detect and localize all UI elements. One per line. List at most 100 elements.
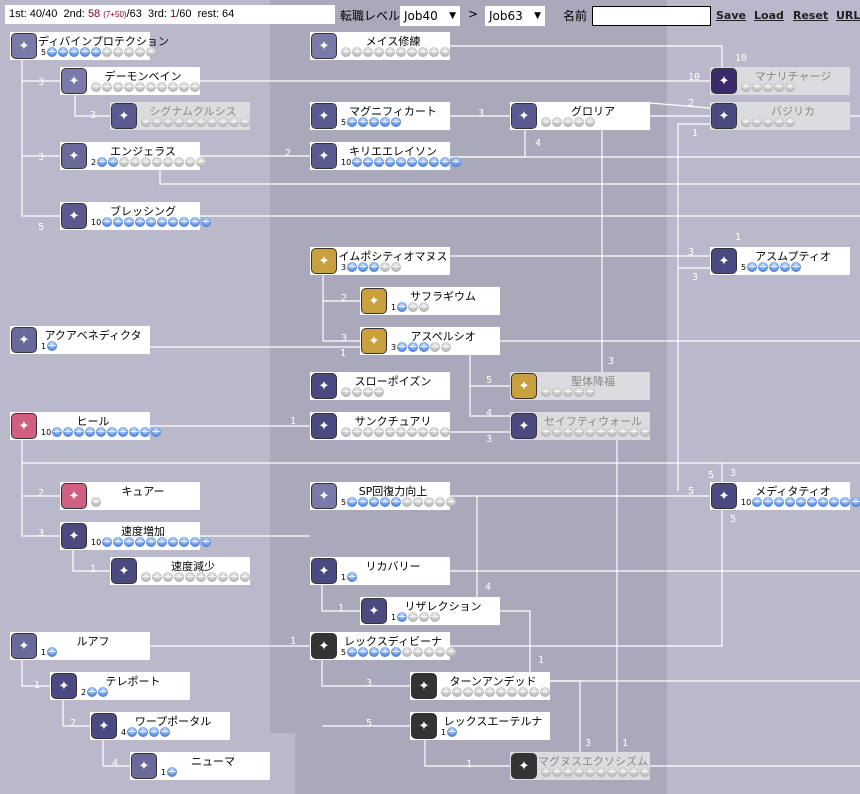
level-orb[interactable]	[363, 387, 373, 397]
level-orb[interactable]	[149, 727, 160, 737]
level-orb[interactable]	[124, 217, 135, 227]
level-orb[interactable]	[135, 217, 146, 227]
level-orb[interactable]	[380, 497, 391, 507]
level-orb[interactable]	[347, 262, 358, 272]
level-orb[interactable]	[374, 47, 384, 57]
level-orb[interactable]	[141, 117, 151, 127]
level-orb[interactable]	[141, 572, 151, 582]
level-orb[interactable]	[341, 427, 351, 437]
level-orb[interactable]	[174, 157, 185, 167]
level-orb[interactable]	[157, 217, 168, 227]
level-orb[interactable]	[430, 612, 441, 622]
level-orb[interactable]	[358, 262, 369, 272]
level-orb[interactable]	[52, 427, 63, 437]
skill-impositio-manus[interactable]: ✦ イムポシティオマヌス 3	[310, 247, 450, 275]
load-link[interactable]: Load	[754, 9, 784, 22]
level-orb[interactable]	[396, 157, 407, 167]
level-orb[interactable]	[207, 572, 217, 582]
skill-angelus[interactable]: ✦ エンジェラス 2	[60, 142, 207, 170]
level-orb[interactable]	[402, 647, 413, 657]
skill-blessing[interactable]: ✦ ブレッシング 10	[60, 202, 212, 230]
skill-basilica[interactable]: ✦ バジリカ	[710, 102, 850, 130]
level-orb[interactable]	[640, 427, 650, 437]
level-orb[interactable]	[769, 262, 780, 272]
level-orb[interactable]	[607, 767, 617, 777]
level-orb[interactable]	[585, 387, 595, 397]
level-orb[interactable]	[151, 427, 162, 437]
level-orb[interactable]	[369, 497, 380, 507]
level-orb[interactable]	[418, 427, 428, 437]
level-orb[interactable]	[47, 47, 58, 57]
skill-meditatio[interactable]: ✦ メディタティオ 10	[710, 482, 860, 510]
level-orb[interactable]	[408, 612, 419, 622]
level-orb[interactable]	[640, 767, 650, 777]
level-orb[interactable]	[563, 117, 573, 127]
level-orb[interactable]	[807, 497, 818, 507]
level-orb[interactable]	[758, 262, 769, 272]
level-orb[interactable]	[124, 82, 134, 92]
level-orb[interactable]	[780, 262, 791, 272]
level-orb[interactable]	[396, 427, 406, 437]
level-orb[interactable]	[102, 217, 113, 227]
level-orb[interactable]	[747, 262, 758, 272]
skill-magnus-exorcismus[interactable]: ✦ マグヌスエクソシズム	[510, 752, 650, 780]
level-orb[interactable]	[97, 157, 108, 167]
level-orb[interactable]	[196, 117, 206, 127]
level-orb[interactable]	[429, 427, 439, 437]
level-orb[interactable]	[552, 387, 562, 397]
skill-increase-agi[interactable]: ✦ 速度増加 10	[60, 522, 212, 550]
level-orb[interactable]	[540, 687, 550, 697]
level-orb[interactable]	[552, 767, 562, 777]
level-orb[interactable]	[152, 157, 163, 167]
level-orb[interactable]	[541, 767, 551, 777]
level-orb[interactable]	[796, 497, 807, 507]
level-orb[interactable]	[774, 497, 785, 507]
level-orb[interactable]	[618, 427, 628, 437]
level-orb[interactable]	[102, 537, 113, 547]
level-orb[interactable]	[113, 217, 124, 227]
level-orb[interactable]	[380, 647, 391, 657]
level-orb[interactable]	[201, 217, 212, 227]
level-orb[interactable]	[391, 262, 402, 272]
level-orb[interactable]	[168, 217, 179, 227]
level-orb[interactable]	[607, 427, 617, 437]
level-orb[interactable]	[141, 157, 152, 167]
level-orb[interactable]	[541, 427, 551, 437]
level-orb[interactable]	[563, 767, 573, 777]
level-orb[interactable]	[374, 387, 384, 397]
level-orb[interactable]	[397, 302, 408, 312]
level-orb[interactable]	[596, 427, 606, 437]
level-orb[interactable]	[407, 47, 417, 57]
skill-slow-poison[interactable]: ✦ スローポイズン	[310, 372, 450, 400]
level-orb[interactable]	[402, 497, 413, 507]
level-orb[interactable]	[424, 497, 435, 507]
level-orb[interactable]	[358, 497, 369, 507]
level-orb[interactable]	[347, 117, 358, 127]
level-orb[interactable]	[119, 157, 130, 167]
level-orb[interactable]	[352, 387, 362, 397]
level-orb[interactable]	[185, 572, 195, 582]
level-orb[interactable]	[179, 537, 190, 547]
level-orb[interactable]	[618, 767, 628, 777]
level-orb[interactable]	[347, 497, 358, 507]
level-orb[interactable]	[552, 427, 562, 437]
skill-mace-mastery[interactable]: ✦ メイス修練	[310, 32, 450, 60]
level-orb[interactable]	[407, 427, 417, 437]
skill-benedictio[interactable]: ✦ 聖体降福	[510, 372, 650, 400]
skill-sanctuary[interactable]: ✦ サンクチュアリ	[310, 412, 450, 440]
level-orb[interactable]	[518, 687, 528, 697]
level-orb[interactable]	[369, 262, 380, 272]
level-orb[interactable]	[146, 217, 157, 227]
level-orb[interactable]	[130, 157, 141, 167]
level-orb[interactable]	[190, 82, 200, 92]
skill-lex-divina[interactable]: ✦ レックスディビーナ 5	[310, 632, 457, 660]
level-orb[interactable]	[138, 727, 149, 737]
level-orb[interactable]	[352, 427, 362, 437]
url-link[interactable]: URL	[836, 9, 860, 22]
level-orb[interactable]	[407, 157, 418, 167]
level-orb[interactable]	[163, 572, 173, 582]
level-orb[interactable]	[574, 387, 584, 397]
level-orb[interactable]	[157, 82, 167, 92]
level-orb[interactable]	[419, 302, 430, 312]
skill-decrease-agi[interactable]: ✦ 速度減少	[110, 557, 250, 585]
